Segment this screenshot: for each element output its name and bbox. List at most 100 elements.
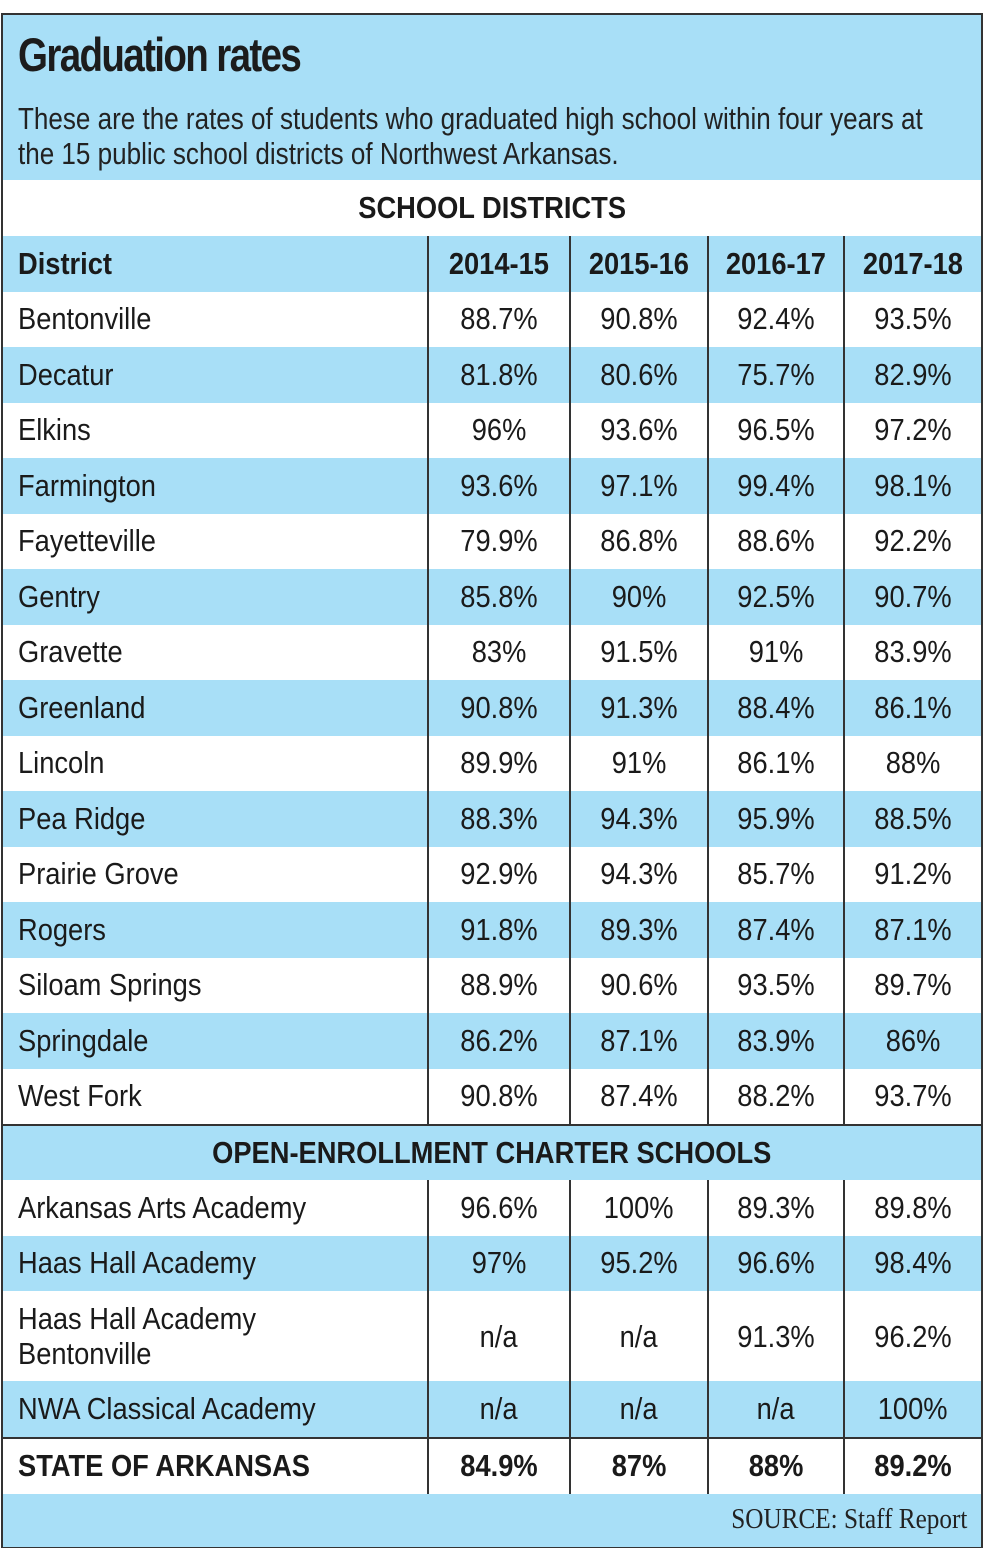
rate-cell: 93.5% [843, 291, 981, 347]
row-name: Springdale [3, 1013, 428, 1069]
rate-cell: 96% [427, 402, 570, 458]
rate-cell: 92.2% [843, 513, 981, 569]
rate-cell: 99.4% [707, 458, 844, 514]
rate-cell: 88.4% [707, 680, 844, 736]
section-title-districts: SCHOOL DISTRICTS [3, 180, 981, 236]
charter-rows: Arkansas Arts Academy 96.6% 100% 89.3% 89.8%… [3, 1180, 981, 1438]
rate-cell: 97.1% [569, 458, 708, 514]
rate-cell: 88.2% [707, 1068, 844, 1124]
rate-cell: n/a [569, 1291, 708, 1381]
rate-cell: 95.2% [569, 1235, 708, 1291]
rate-cell: 86.2% [427, 1013, 570, 1069]
rate-cell: 87.1% [843, 902, 981, 958]
row-name: Greenland [3, 680, 428, 736]
table-row: Fayetteville 79.9% 86.8% 88.6% 92.2% [3, 513, 981, 569]
table-row: NWA Classical Academy n/a n/a n/a 100% [3, 1381, 981, 1438]
state-name: STATE OF ARKANSAS [3, 1436, 428, 1494]
rate-cell: 94.3% [569, 791, 708, 847]
rate-cell: 91.8% [427, 902, 570, 958]
rate-cell: 93.6% [569, 402, 708, 458]
row-name: Farmington [3, 458, 428, 514]
rate-cell: 91% [707, 624, 844, 680]
rate-cell: 96.2% [843, 1291, 981, 1381]
row-name: Prairie Grove [18, 856, 179, 892]
rate-cell: 88.7% [427, 291, 570, 347]
footer: SOURCE: Staff Report [3, 1494, 981, 1547]
rate-cell: 82.9% [843, 347, 981, 403]
page-title: Graduation rates [18, 28, 302, 81]
rate-cell: 80.6% [569, 347, 708, 403]
rate-cell: 93.7% [843, 1068, 981, 1124]
row-name: Haas Hall Academy Bentonville [18, 1301, 257, 1371]
column-header-district: District [3, 236, 428, 292]
graduation-rates-table-card: Graduation rates These are the rates of … [1, 13, 983, 1548]
rate-cell: n/a [427, 1381, 570, 1438]
rate-cell: 91% [569, 735, 708, 791]
table-row: Arkansas Arts Academy 96.6% 100% 89.3% 89.8% [3, 1180, 981, 1236]
state-total-row: STATE OF ARKANSAS 84.9% 87% 88% 89.2% [3, 1436, 981, 1494]
rate-cell: 92.4% [707, 291, 844, 347]
table-row: Rogers 91.8% 89.3% 87.4% 87.1% [3, 902, 981, 958]
rate-cell: n/a [569, 1381, 708, 1438]
column-header-2016-17: 2016-17 [707, 236, 844, 292]
rate-cell: 91.5% [569, 624, 708, 680]
table-row: Pea Ridge 88.3% 94.3% 95.9% 88.5% [3, 791, 981, 847]
row-name: Haas Hall Academy [3, 1235, 428, 1291]
row-name: Arkansas Arts Academy [18, 1189, 307, 1225]
rate-cell: 96.6% [707, 1235, 844, 1291]
rate-cell: 89.3% [569, 902, 708, 958]
row-name: NWA Classical Academy [3, 1381, 428, 1438]
table-row: Springdale 86.2% 87.1% 83.9% 86% [3, 1013, 981, 1069]
rate-cell: 94.3% [569, 846, 708, 902]
rate-cell: 92.9% [427, 846, 570, 902]
rate-cell: 83% [427, 624, 570, 680]
rate-cell: 86.1% [843, 680, 981, 736]
rate-cell: 83.9% [843, 624, 981, 680]
rate-cell: 98.4% [843, 1235, 981, 1291]
rate-cell: 93.5% [707, 957, 844, 1013]
rate-cell: 88.5% [843, 791, 981, 847]
rate-cell: 90.8% [427, 680, 570, 736]
table-row: Gravette 83% 91.5% 91% 83.9% [3, 624, 981, 680]
row-name: Decatur [3, 347, 428, 403]
row-name: Bentonville [18, 301, 152, 337]
row-name: West Fork [18, 1078, 142, 1114]
rate-cell: 88% [843, 735, 981, 791]
rate-cell: 95.9% [707, 791, 844, 847]
rate-cell: n/a [427, 1291, 570, 1381]
rate-cell: 88.6% [707, 513, 844, 569]
row-name: Siloam Springs [18, 967, 202, 1003]
rate-cell: 89.8% [843, 1180, 981, 1236]
rate-cell: 89.7% [843, 957, 981, 1013]
rate-cell: 86.8% [569, 513, 708, 569]
rate-cell: 93.6% [427, 458, 570, 514]
rate-cell: 100% [843, 1381, 981, 1438]
column-header-2015-16: 2015-16 [569, 236, 708, 292]
column-header-2014-15: 2014-15 [427, 236, 570, 292]
table-row: West Fork 90.8% 87.4% 88.2% 93.7% [3, 1068, 981, 1124]
charters-table: Arkansas Arts Academy 96.6% 100% 89.3% 89.8%… [3, 1180, 981, 1494]
rate-cell: 79.9% [427, 513, 570, 569]
table-row: Lincoln 89.9% 91% 86.1% 88% [3, 735, 981, 791]
table-row: Haas Hall Academy Bentonville n/a n/a 91.3% 9… [3, 1291, 981, 1381]
rate-cell: 98.1% [843, 458, 981, 514]
rate-cell: 91.2% [843, 846, 981, 902]
rate-cell: 88.9% [427, 957, 570, 1013]
districts-table: District 2014-15 2015-16 2016-17 2017-18… [3, 236, 981, 1124]
header-panel: Graduation rates These are the rates of … [3, 15, 981, 180]
state-value: 87% [569, 1436, 708, 1494]
column-header-2017-18: 2017-18 [843, 236, 981, 292]
rate-cell: 90.6% [569, 957, 708, 1013]
rate-cell: 83.9% [707, 1013, 844, 1069]
row-name: Lincoln [18, 745, 105, 781]
rate-cell: 87.4% [707, 902, 844, 958]
rate-cell: 90.8% [569, 291, 708, 347]
table-row: Bentonville 88.7% 90.8% 92.4% 93.5% [3, 291, 981, 347]
table-row: Prairie Grove 92.9% 94.3% 85.7% 91.2% [3, 846, 981, 902]
description: These are the rates of students who grad… [18, 101, 923, 171]
rate-cell: n/a [707, 1381, 844, 1438]
table-row: Greenland 90.8% 91.3% 88.4% 86.1% [3, 680, 981, 736]
rate-cell: 96.6% [427, 1180, 570, 1236]
column-header-row: District 2014-15 2015-16 2016-17 2017-18 [3, 236, 981, 292]
rate-cell: 87.1% [569, 1013, 708, 1069]
